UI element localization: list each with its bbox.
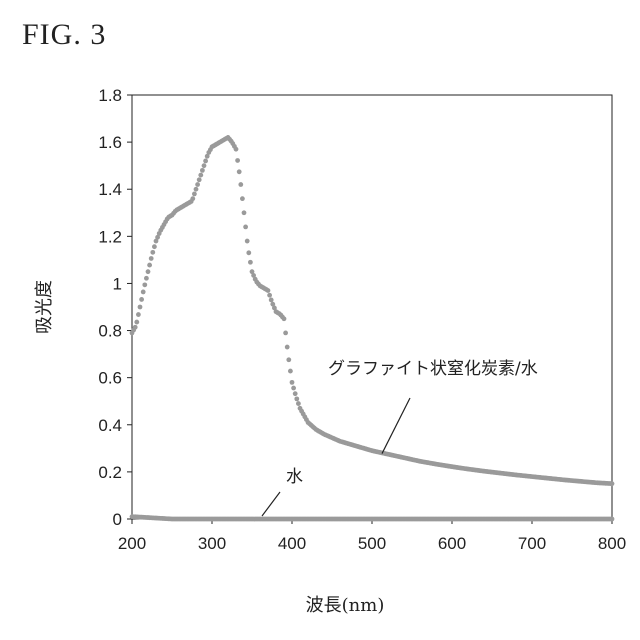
data-point	[248, 259, 253, 265]
data-point	[132, 324, 138, 330]
data-point	[192, 191, 197, 197]
figure-label: FIG. 3	[22, 18, 107, 51]
series-1-leader-line	[381, 397, 411, 454]
y-tick-label: 1.2	[98, 227, 122, 246]
data-point	[235, 158, 241, 163]
data-point	[134, 319, 140, 325]
data-point	[251, 273, 256, 278]
data-point	[142, 282, 148, 288]
y-tick-label: 0.4	[98, 416, 122, 435]
annotation-layer: グラファイト状窒化炭素/水水	[261, 359, 538, 517]
x-axis: 200 300 400 500 600 700 800	[118, 519, 626, 553]
x-tick-label: 800	[598, 534, 626, 553]
data-point	[148, 256, 154, 261]
x-tick-label: 400	[278, 534, 306, 553]
data-point	[233, 146, 239, 152]
data-point	[198, 172, 204, 178]
data-point	[609, 516, 615, 522]
x-tick-label: 300	[198, 534, 226, 553]
y-axis: 0 0.2 0.4 0.6 0.8 1 1.2 1.4 1.6 1.8	[98, 86, 132, 529]
data-point	[153, 238, 159, 244]
data-point	[267, 292, 272, 298]
data-point	[268, 297, 274, 303]
data-point	[272, 305, 277, 311]
x-tick-label: 500	[358, 534, 386, 553]
data-point	[286, 357, 292, 363]
data-point	[244, 238, 250, 244]
data-point	[236, 169, 242, 175]
data-point	[296, 401, 301, 406]
data-point	[145, 269, 151, 275]
series-layer	[129, 135, 615, 522]
data-point	[249, 269, 255, 275]
y-axis-label: 吸光度	[34, 280, 55, 334]
plot-frame	[131, 94, 613, 520]
y-tick-label: 0.2	[98, 463, 122, 482]
data-point	[265, 288, 271, 293]
data-point	[283, 330, 288, 336]
data-point	[147, 262, 153, 268]
series-2-label: 水	[286, 467, 303, 487]
data-point	[289, 379, 295, 385]
y-tick-label: 1.4	[98, 180, 122, 199]
data-point	[240, 196, 245, 202]
x-axis-label: 波長(nm)	[306, 595, 385, 616]
data-point	[203, 158, 209, 164]
y-tick-label: 1	[113, 274, 122, 293]
data-point	[137, 304, 143, 310]
data-point	[288, 368, 293, 374]
y-tick-label: 1.8	[98, 86, 122, 105]
x-tick-label: 700	[518, 534, 546, 553]
data-point	[294, 396, 300, 402]
y-tick-label: 0.8	[98, 322, 122, 341]
data-point	[284, 344, 290, 350]
data-point	[140, 289, 146, 295]
data-point	[196, 177, 202, 183]
y-tick-label: 1.6	[98, 133, 122, 152]
data-point	[241, 210, 247, 216]
data-point	[150, 249, 156, 255]
y-tick-label: 0.6	[98, 369, 122, 388]
data-point	[136, 312, 141, 317]
data-point	[155, 234, 161, 240]
data-point	[152, 244, 157, 250]
data-point	[190, 196, 196, 202]
data-point	[139, 297, 145, 302]
data-point	[243, 224, 249, 230]
data-point	[200, 167, 205, 173]
data-point	[609, 481, 615, 487]
data-point	[246, 250, 252, 256]
data-point	[195, 182, 201, 187]
data-point	[291, 385, 296, 391]
data-point	[144, 275, 149, 281]
data-point	[281, 316, 287, 322]
data-point	[238, 182, 244, 187]
series-1	[129, 135, 615, 487]
data-point	[193, 186, 199, 192]
data-point	[292, 391, 298, 397]
x-tick-label: 200	[118, 534, 146, 553]
data-point	[201, 163, 207, 169]
series-2	[129, 514, 615, 522]
series-2-leader-line	[261, 491, 281, 517]
series-1-label: グラファイト状窒化炭素/水	[328, 359, 538, 379]
data-point	[204, 153, 210, 159]
data-point	[270, 301, 276, 307]
x-tick-label: 600	[438, 534, 466, 553]
y-tick-label: 0	[113, 510, 122, 529]
